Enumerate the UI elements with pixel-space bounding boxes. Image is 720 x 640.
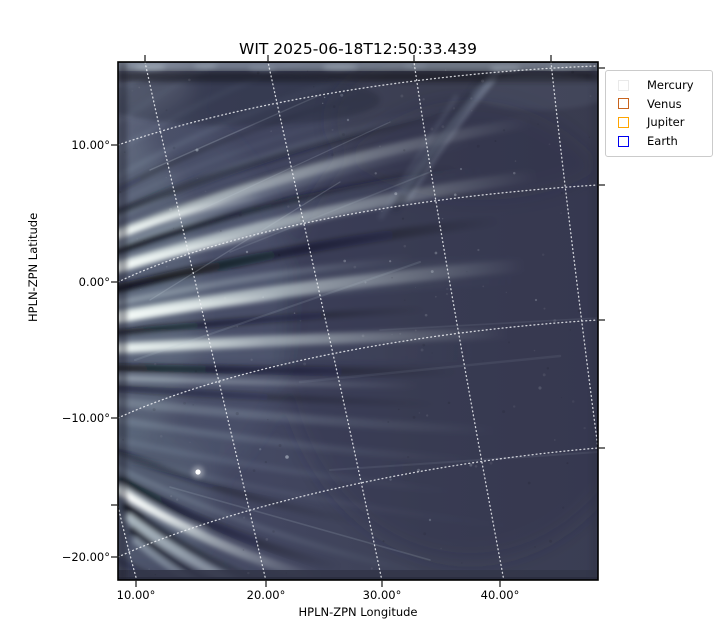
legend-item-mercury: Mercury: [618, 76, 712, 95]
x-tick-label: 10.00°: [116, 588, 156, 602]
plot-title: WIT 2025-06-18T12:50:33.439: [239, 40, 477, 58]
legend-marker-jupiter: [618, 116, 629, 128]
legend-item-jupiter: Jupiter: [618, 113, 712, 132]
legend-item-venus: Venus: [618, 95, 712, 114]
y-tick-label: −10.00°: [61, 411, 110, 425]
legend-marker-earth: [618, 135, 629, 147]
y-tick-label: 0.00°: [78, 275, 110, 289]
y-tick-label: 10.00°: [71, 138, 110, 152]
legend-marker-mercury: [618, 79, 629, 91]
legend-marker-venus: [618, 98, 629, 110]
legend-label: Jupiter: [647, 115, 685, 130]
x-tick-label: 40.00°: [480, 588, 520, 602]
x-tick-label: 20.00°: [246, 588, 286, 602]
x-axis-label: HPLN-ZPN Longitude: [298, 605, 418, 619]
x-tick-label: 30.00°: [362, 588, 402, 602]
y-tick-label: −20.00°: [61, 550, 110, 564]
legend-label: Earth: [647, 134, 678, 149]
legend-label: Venus: [647, 96, 682, 111]
legend-label: Mercury: [647, 78, 694, 93]
legend: Mercury Venus Jupiter Earth: [605, 70, 713, 157]
legend-item-earth: Earth: [618, 132, 712, 151]
